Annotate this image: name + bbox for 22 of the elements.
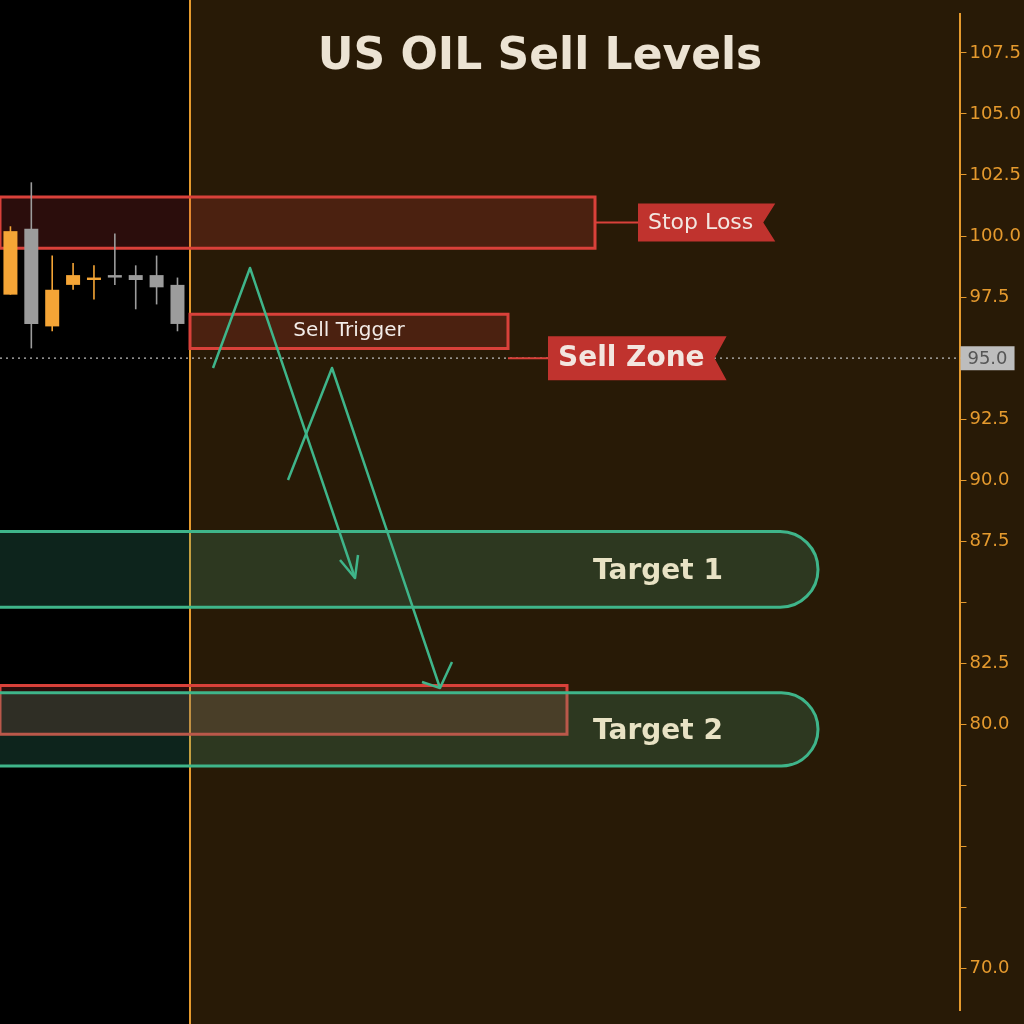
y-tick-label: 70.0: [969, 956, 1010, 978]
annotation: Sell Zone: [558, 340, 705, 374]
y-tick-label: 105.0: [969, 101, 1021, 123]
y-tick-label: 97.5: [969, 284, 1010, 306]
chart-title: US OIL Sell Levels: [317, 28, 763, 79]
y-tick-label: 80.0: [969, 712, 1010, 734]
y-tick-label: 92.5: [969, 406, 1010, 428]
candlestick: [107, 232, 122, 286]
y-tick-label: 107.5: [969, 40, 1021, 62]
y-tick-label: 90.0: [969, 467, 1010, 489]
band-label: Target 2: [593, 712, 723, 746]
ref-line-label: 95.0: [967, 346, 1008, 368]
y-tick-label: 87.5: [969, 528, 1010, 550]
band-label: Target 1: [593, 552, 723, 586]
band-label: Sell Trigger: [293, 317, 406, 342]
candlestick: [149, 254, 164, 306]
candlestick: [128, 264, 143, 311]
y-tick-label: 102.5: [969, 162, 1021, 184]
band-label: Stop Loss: [648, 209, 754, 235]
candlestick: [66, 262, 81, 291]
y-tick-label: 100.0: [969, 223, 1021, 245]
y-tick-label: 82.5: [969, 651, 1010, 673]
